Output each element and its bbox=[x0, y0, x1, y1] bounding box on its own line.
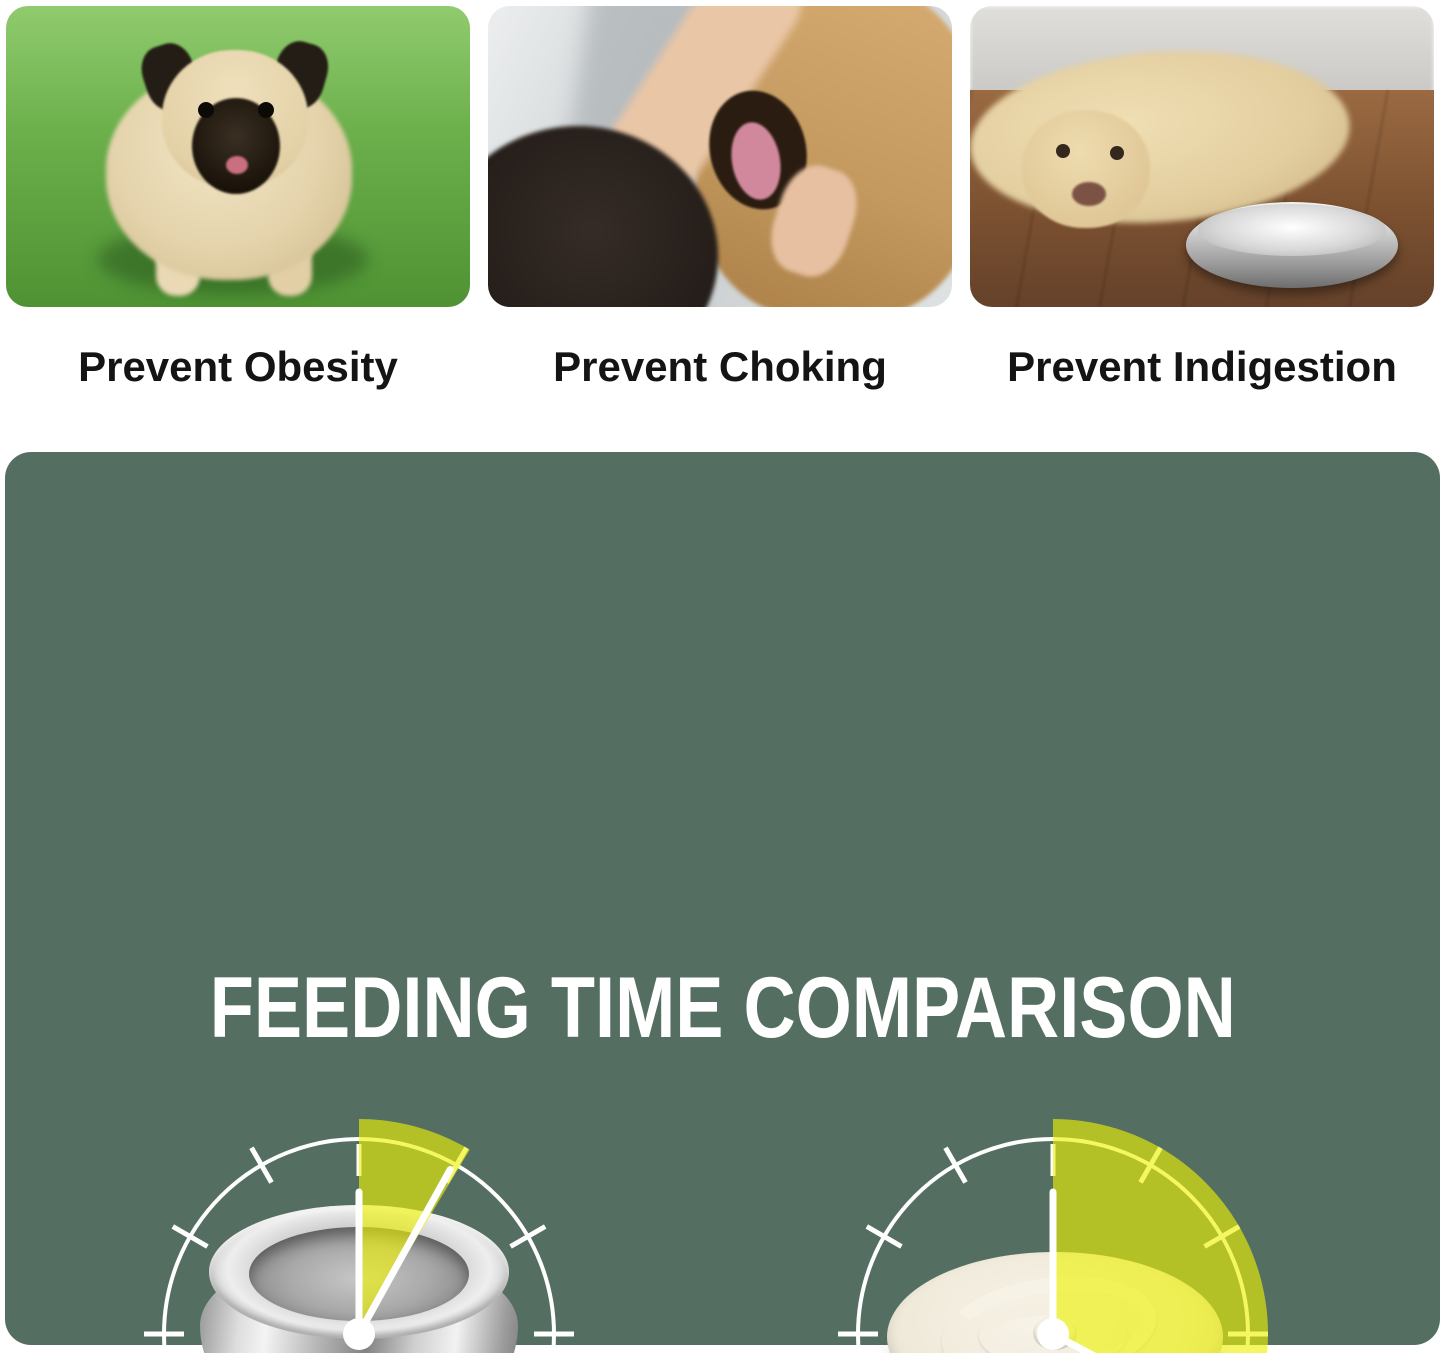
feeding-time-comparison-panel: FEEDING TIME COMPARISON bbox=[5, 452, 1440, 1353]
clock-center-dot bbox=[1037, 1318, 1069, 1350]
clock-center-dot bbox=[343, 1318, 375, 1350]
benefit-photo-indigestion bbox=[970, 6, 1434, 307]
panel-title: FEEDING TIME COMPARISON bbox=[209, 960, 1236, 1056]
benefit-photo-choking bbox=[488, 6, 952, 307]
clock-face bbox=[144, 1119, 574, 1353]
benefit-photo-obesity bbox=[6, 6, 470, 307]
slow-bowl-clock bbox=[823, 1104, 1283, 1353]
labrador-head bbox=[1022, 110, 1150, 228]
clock-hands bbox=[1049, 1188, 1200, 1353]
twenty-minute-wedge bbox=[1053, 1119, 1268, 1353]
caption-prevent-choking: Prevent Choking bbox=[553, 343, 887, 390]
clock-hands bbox=[355, 1166, 454, 1338]
caption-prevent-indigestion: Prevent Indigestion bbox=[1007, 343, 1397, 390]
normal-bowl-clock bbox=[129, 1104, 589, 1353]
caption-prevent-obesity: Prevent Obesity bbox=[78, 343, 398, 390]
clock-face bbox=[838, 1119, 1268, 1353]
